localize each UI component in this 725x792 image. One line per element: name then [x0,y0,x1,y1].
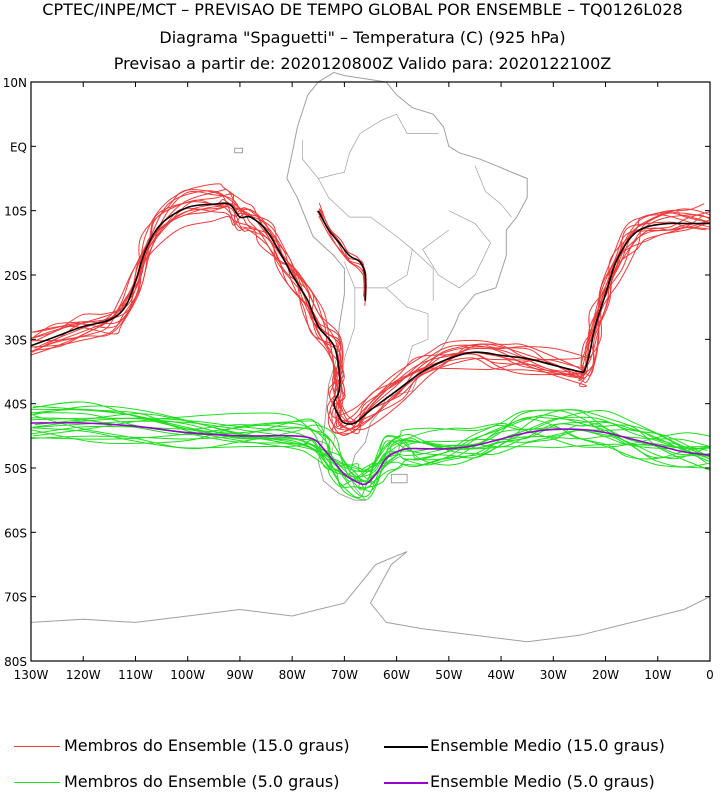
south-america-coastline [286,71,528,501]
x-tick-label: 70W [331,668,358,682]
country-border [385,287,429,366]
x-tick-label: 80W [279,668,306,682]
mean-5-line [30,421,711,486]
member-5-line [32,409,711,487]
coastline-map [30,71,711,643]
legend-label-members-5: Membros do Ensemble (5.0 graus) [64,772,340,791]
y-tick-label: 40S [4,398,27,412]
x-tick-label: 40W [488,668,515,682]
legend-swatch-mean-5 [384,781,428,784]
y-tick-label: 10N [3,76,27,90]
plot-frame [30,81,711,662]
legend-label-mean-5: Ensemble Medio (5.0 graus) [430,772,655,791]
y-tick-label: 50S [4,462,27,476]
falkland-islands [390,473,408,484]
antarctica-west-coastline [30,608,319,623]
chart-validity-line: Previsao a partir de: 2020120800Z Valido… [113,54,612,73]
legend-label-mean-15: Ensemble Medio (15.0 graus) [430,736,665,755]
country-border [474,165,512,218]
y-tick-label: 80S [4,655,27,669]
galapagos-islands [234,147,243,154]
country-border [328,287,356,469]
y-tick-label: 10S [4,205,27,219]
member-5-line [30,422,707,498]
country-border [422,210,492,289]
legend-swatch-members-15 [14,746,60,747]
member-15-andes-line [318,215,366,297]
legend-item-mean-5: Ensemble Medio (5.0 graus) [384,772,655,791]
y-tick-label: 20S [4,269,27,283]
member-15-line [31,190,711,428]
legend-item-mean-15: Ensemble Medio (15.0 graus) [384,736,665,755]
x-tick-label: 20W [592,668,619,682]
legend-swatch-mean-15 [384,745,428,748]
x-tick-label: 10W [644,668,671,682]
x-tick-label: 130W [14,668,49,682]
antarctica-coastline [318,551,711,643]
member-5-line [31,409,711,483]
member-15-andes-line [318,208,367,306]
x-tick-label: 120W [66,668,101,682]
member-15-line [30,189,704,434]
x-tick-label: 50W [435,668,462,682]
member-5-line [33,405,709,489]
legend-label-members-15: Membros do Ensemble (15.0 graus) [64,736,350,755]
member-15-line [30,198,711,422]
x-tick-label: 0 [706,668,714,682]
chart-title: Diagrama "Spaguetti" – Temperatura (C) (… [159,28,566,47]
legend-item-members-5: Membros do Ensemble (5.0 graus) [14,772,339,791]
x-tick-label: 90W [226,668,253,682]
mean-15-andes-line [317,210,367,301]
x-tick-label: 30W [540,668,567,682]
y-tick-label: 30S [4,333,27,347]
axis-ticks: 130W 120W 110W 100W 90W 80W 70W 60W 50W 40W 30W 20W… [3,76,714,682]
member-5-line [34,420,708,478]
member-5-line [31,412,711,482]
country-border [302,139,319,179]
member-15-line [31,207,711,436]
member-15-line [30,183,705,416]
y-tick-label: 70S [4,591,27,605]
x-tick-label: 110W [118,668,153,682]
country-border [344,216,413,289]
legend-swatch-members-5 [14,782,60,783]
y-tick-label: EQ [10,140,27,154]
chart-header-line1: CPTEC/INPE/MCT – PREVISAO DE TEMPO GLOBA… [42,0,683,19]
legend-item-members-15: Membros do Ensemble (15.0 graus) [14,736,350,755]
member-15-line [36,201,711,431]
mean-15-line [30,202,710,425]
x-tick-label: 100W [170,668,205,682]
country-border [396,114,439,134]
country-border [317,113,397,218]
x-tick-label: 60W [383,668,410,682]
member-5-line [31,408,711,482]
member-5-line [30,409,711,499]
y-tick-label: 60S [4,526,27,540]
member-15-line [36,212,709,435]
member-15-line [33,190,711,424]
member-5-line [32,417,709,501]
country-border [412,249,434,301]
ensemble-means-group [30,202,711,486]
ensemble-members-group [30,183,711,501]
